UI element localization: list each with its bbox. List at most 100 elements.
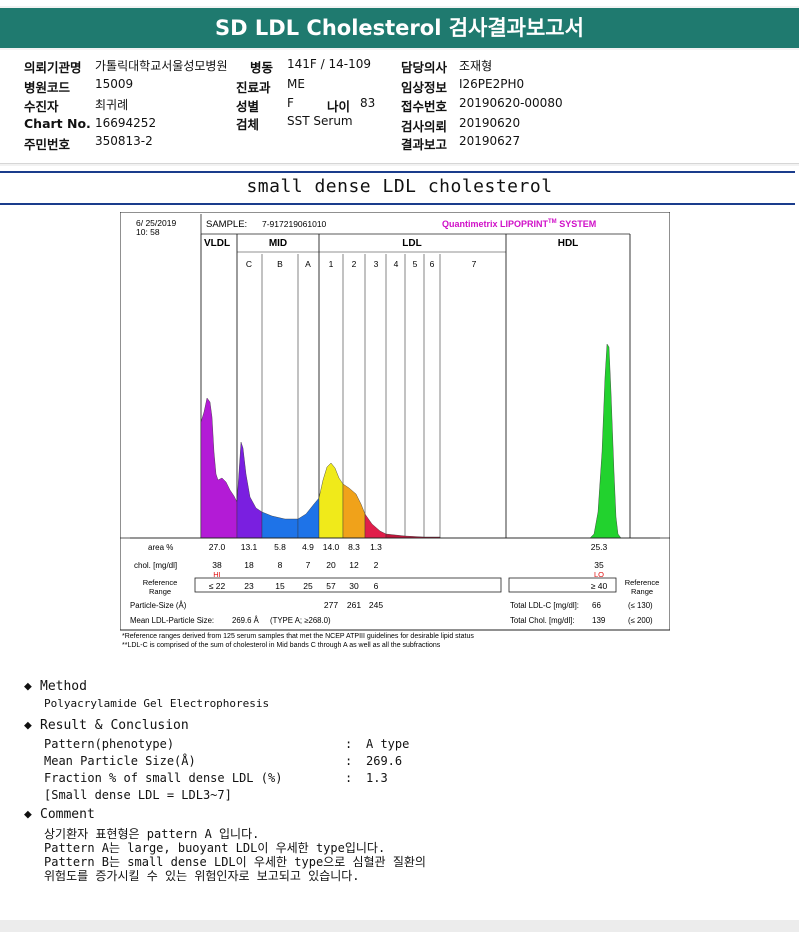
diamond-bullet-icon: ◆ xyxy=(24,718,32,733)
comment-line: 위험도를 증가시킬 수 있는 위험인자로 보고되고 있습니다. xyxy=(44,869,360,883)
ref-label-line: Reference xyxy=(625,578,660,587)
band-label-4: 4 xyxy=(394,259,399,269)
hdl-peak xyxy=(589,343,622,539)
particle-size-label: Particle-Size (Å) xyxy=(130,601,187,610)
heading-rule-top xyxy=(0,171,795,173)
comment-line: 상기환자 표현형은 pattern A 입니다. xyxy=(44,827,260,841)
band-label-a: A xyxy=(305,259,311,269)
resident-no-value: 350813-2 xyxy=(95,134,153,148)
result-row-value: 269.6 xyxy=(366,754,403,768)
brand-tm: TM xyxy=(548,219,557,225)
chol-value: 20 xyxy=(326,560,336,570)
ref-box-left xyxy=(194,577,502,593)
report-heading: small dense LDL cholesterol xyxy=(246,176,553,197)
top-strip xyxy=(0,0,799,6)
band-label-2: 2 xyxy=(352,259,357,269)
chart-no-label: Chart No. xyxy=(24,116,91,131)
area-value: 14.0 xyxy=(323,542,340,552)
ref-value: 23 xyxy=(244,581,254,591)
mean-size-type: (TYPE A; ≥268.0) xyxy=(270,616,331,625)
band-label-6: 6 xyxy=(430,259,435,269)
results-table: area % 27.0 13.1 5.8 4.9 14.0 8.3 1.3 25.3 chol. … xyxy=(120,537,670,625)
ward-label: 병동 xyxy=(250,60,274,75)
result-row-value: A type xyxy=(366,737,410,751)
report-date-value: 20190627 xyxy=(459,134,521,148)
page-title: SD LDL Cholesterol 검사결과보고서 xyxy=(0,8,799,48)
total-chol-ref: (≤ 200) xyxy=(628,616,653,625)
method-section: ◆ Method xyxy=(24,679,87,694)
ref-value: ≤ 22 xyxy=(209,581,226,591)
ref-value: 30 xyxy=(349,581,359,591)
total-chol-label: Total Chol. [mg/dl]: xyxy=(510,616,575,625)
method-title: Method xyxy=(40,679,87,694)
particle-size-value: 277 xyxy=(324,600,338,610)
institution-value: 가톨릭대학교서울성모병원 xyxy=(95,59,228,73)
group-label-ldl: LDL xyxy=(402,238,421,249)
specimen-value: SST Serum xyxy=(287,114,353,128)
brand-suffix: SYSTEM xyxy=(557,219,597,229)
result-row-label: Pattern(phenotype) xyxy=(44,737,175,751)
ref-box-right xyxy=(508,577,617,593)
brand-logo-text: Quantimetrix LIPOPRINTTM SYSTEM xyxy=(442,219,596,229)
band-label-7: 7 xyxy=(472,259,477,269)
request-date-label: 검사의뢰 xyxy=(401,119,448,134)
total-chol-value: 139 xyxy=(592,616,606,625)
heading-rule-bottom xyxy=(0,203,795,205)
chart-no-value: 16694252 xyxy=(95,116,157,130)
vldl-peak xyxy=(200,397,238,539)
ref-value: ≥ 40 xyxy=(591,581,608,591)
bottom-strip xyxy=(0,920,799,932)
band-divider-lines xyxy=(200,234,631,538)
group-label-mid: MID xyxy=(269,238,287,249)
mean-size-label: Mean LDL-Particle Size: xyxy=(130,616,214,625)
area-value: 27.0 xyxy=(209,542,226,552)
band-label-c: C xyxy=(246,259,252,269)
group-label-vldl: VLDL xyxy=(204,238,230,249)
band-label-1: 1 xyxy=(329,259,334,269)
band-label-5: 5 xyxy=(413,259,418,269)
comment-line: Pattern B는 small dense LDL이 우세한 type으로 심… xyxy=(44,855,426,869)
footnote-1: *Reference ranges derived from 125 serum… xyxy=(122,633,474,640)
doctor-value: 조재형 xyxy=(459,59,493,73)
sex-value: F xyxy=(287,96,294,110)
result-section: ◆ Result & Conclusion xyxy=(24,718,189,733)
receipt-no-label: 접수번호 xyxy=(401,99,448,114)
clinical-info-value: I26PE2PH0 xyxy=(459,77,525,91)
brand-name: Quantimetrix LIPOPRINT xyxy=(442,219,549,229)
chol-value: 7 xyxy=(306,560,311,570)
chol-flag-lo: LO xyxy=(594,570,604,579)
mean-size-value: 269.6 Å xyxy=(232,616,260,625)
ref-value: 15 xyxy=(275,581,285,591)
result-row-label: Mean Particle Size(Å) xyxy=(44,754,196,768)
result-row-sep: : xyxy=(345,754,353,768)
method-text: Polyacrylamide Gel Electrophoresis xyxy=(44,697,270,710)
ref-label-line: Range xyxy=(631,587,653,596)
chol-flag-hi: HI xyxy=(213,570,221,579)
total-ldl-ref: (≤ 130) xyxy=(628,601,653,610)
chart-date: 6/ 25/2019 xyxy=(136,218,176,228)
lipoprint-chart: 6/ 25/2019 10: 58 SAMPLE: 7-917219061010… xyxy=(120,212,670,649)
band-label-b: B xyxy=(277,259,283,269)
ref-label-line: Reference xyxy=(143,578,178,587)
comment-section: ◆ Comment xyxy=(24,807,95,822)
clinical-info-label: 임상정보 xyxy=(401,80,448,95)
result-row-sep: : xyxy=(345,737,353,751)
sample-id: 7-917219061010 xyxy=(262,219,327,229)
area-value: 13.1 xyxy=(241,542,258,552)
area-value: 4.9 xyxy=(302,542,314,552)
area-value: 1.3 xyxy=(370,542,382,552)
patient-value: 최귀례 xyxy=(95,98,129,112)
result-note: [Small dense LDL = LDL3~7] xyxy=(44,788,232,802)
chol-value: 12 xyxy=(349,560,359,570)
particle-size-value: 245 xyxy=(369,600,383,610)
diamond-bullet-icon: ◆ xyxy=(24,807,32,822)
hospital-code-value: 15009 xyxy=(95,77,134,91)
result-row-value: 1.3 xyxy=(366,771,388,785)
patient-label: 수진자 xyxy=(24,99,59,114)
result-title: Result & Conclusion xyxy=(40,718,189,733)
result-row-label: Fraction % of small dense LDL (%) xyxy=(44,771,283,785)
patient-info-panel: 의뢰기관명 가톨릭대학교서울성모병원 병동 141F / 14-109 담당의사… xyxy=(0,50,799,164)
electrophoresis-peaks xyxy=(200,343,622,539)
chol-value: 8 xyxy=(278,560,283,570)
